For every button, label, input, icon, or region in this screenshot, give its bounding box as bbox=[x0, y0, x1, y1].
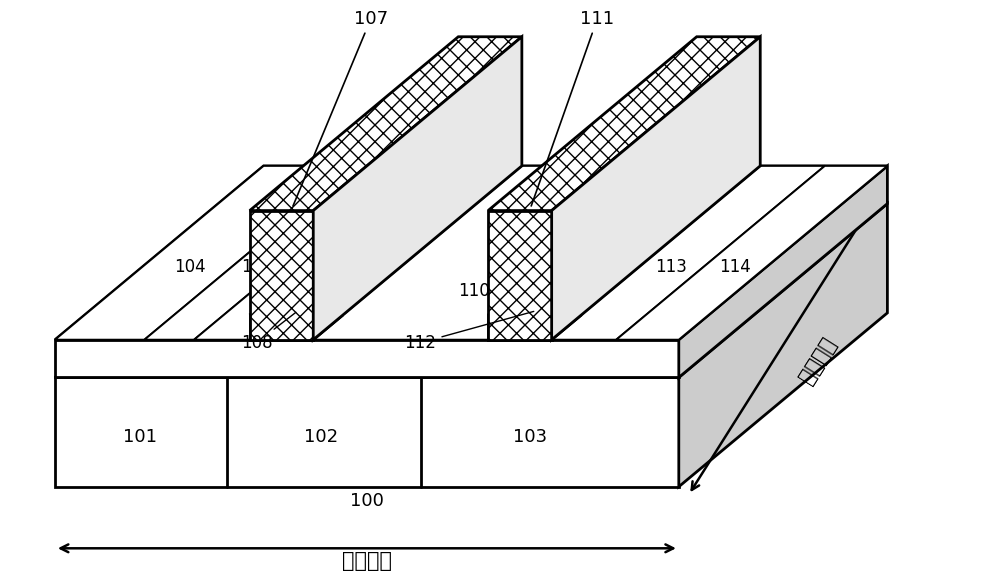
Polygon shape bbox=[250, 211, 313, 340]
Polygon shape bbox=[55, 378, 679, 486]
Polygon shape bbox=[55, 166, 353, 340]
Polygon shape bbox=[552, 37, 760, 340]
Polygon shape bbox=[194, 166, 458, 340]
Polygon shape bbox=[679, 203, 887, 486]
Text: 101: 101 bbox=[123, 428, 157, 446]
Text: 110: 110 bbox=[458, 282, 490, 300]
Polygon shape bbox=[250, 166, 522, 340]
Text: 114: 114 bbox=[719, 258, 750, 276]
Polygon shape bbox=[55, 203, 887, 378]
Polygon shape bbox=[409, 356, 452, 378]
Text: 106: 106 bbox=[300, 253, 332, 270]
Polygon shape bbox=[55, 166, 887, 340]
Polygon shape bbox=[250, 315, 313, 340]
Polygon shape bbox=[552, 291, 581, 340]
Polygon shape bbox=[89, 356, 132, 378]
Polygon shape bbox=[144, 166, 403, 340]
Polygon shape bbox=[240, 356, 283, 378]
Text: 108: 108 bbox=[241, 312, 296, 352]
Text: 100: 100 bbox=[350, 492, 384, 509]
Polygon shape bbox=[250, 37, 522, 211]
Polygon shape bbox=[679, 166, 887, 378]
Polygon shape bbox=[55, 340, 679, 378]
Text: 103: 103 bbox=[513, 428, 547, 446]
Text: 宽度方向: 宽度方向 bbox=[796, 333, 840, 387]
Polygon shape bbox=[616, 166, 887, 340]
Text: 109: 109 bbox=[514, 223, 546, 241]
Text: 长度方向: 长度方向 bbox=[342, 551, 392, 571]
Text: 105: 105 bbox=[241, 258, 273, 276]
Polygon shape bbox=[573, 356, 616, 378]
Text: 104: 104 bbox=[174, 258, 206, 276]
Text: 102: 102 bbox=[304, 428, 338, 446]
Text: 111: 111 bbox=[531, 10, 614, 206]
Text: 112: 112 bbox=[405, 311, 534, 352]
Polygon shape bbox=[488, 315, 552, 340]
Polygon shape bbox=[552, 166, 825, 340]
Polygon shape bbox=[488, 291, 581, 315]
Polygon shape bbox=[488, 211, 552, 340]
Polygon shape bbox=[488, 166, 760, 340]
Text: 107: 107 bbox=[293, 10, 388, 206]
Text: 113: 113 bbox=[655, 258, 687, 276]
Polygon shape bbox=[488, 37, 760, 211]
Polygon shape bbox=[313, 166, 697, 340]
Polygon shape bbox=[313, 291, 342, 340]
Polygon shape bbox=[250, 291, 342, 315]
Polygon shape bbox=[313, 37, 522, 340]
